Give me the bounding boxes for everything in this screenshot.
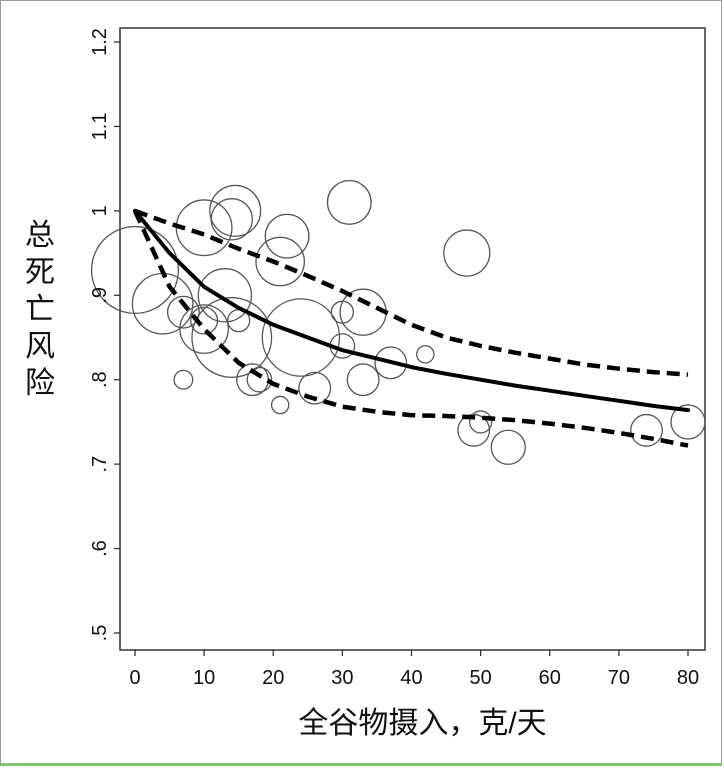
study-bubble (255, 236, 306, 287)
y-tick-label: .7 (89, 456, 111, 473)
x-tick-label: 60 (539, 667, 561, 689)
study-bubble (166, 295, 200, 329)
x-axis-title: 全谷物摄入，克/天 (298, 707, 546, 740)
study-bubble (457, 413, 491, 447)
x-tick-label: 40 (400, 667, 422, 689)
study-bubble (209, 184, 262, 237)
trend-curves (132, 208, 690, 448)
x-tick-label: 30 (331, 667, 353, 689)
y-axis: .5 .6 .7 .8 .9 1 1.1 1.2 (89, 28, 120, 641)
study-bubbles (90, 179, 706, 465)
study-bubble (490, 429, 526, 465)
y-tick-label: 1.2 (89, 28, 111, 56)
x-tick-label: 80 (677, 667, 699, 689)
study-bubble (261, 298, 341, 377)
y-tick-label: .9 (89, 287, 111, 304)
study-bubble (179, 304, 229, 354)
x-tick-label: 0 (129, 667, 140, 689)
x-tick-label: 10 (193, 667, 215, 689)
study-bubble (264, 213, 310, 259)
y-axis-title-char: 险 (25, 367, 55, 400)
study-bubble (416, 345, 435, 364)
x-tick-label: 20 (262, 667, 284, 689)
study-bubble (197, 268, 253, 323)
y-axis-title-char: 死 (25, 256, 55, 289)
y-axis-title-char: 风 (25, 330, 55, 363)
study-bubble (330, 300, 355, 324)
study-bubble (443, 229, 491, 277)
y-tick-label: 1 (89, 205, 111, 216)
study-bubble (173, 369, 194, 390)
study-bubble (90, 225, 180, 315)
lower-ci-line (132, 209, 689, 448)
y-tick-label: .6 (89, 540, 111, 557)
study-bubble (298, 371, 332, 405)
study-bubble (326, 179, 372, 225)
study-bubble (630, 413, 663, 447)
study-bubble (346, 363, 380, 397)
y-axis-title-char: 亡 (25, 293, 55, 326)
y-tick-label: .8 (89, 371, 111, 388)
upper-ci-line (134, 208, 689, 377)
study-bubble (246, 366, 273, 393)
y-axis-title-char: 总 (25, 219, 55, 252)
study-bubble (339, 288, 387, 336)
study-bubble (670, 404, 706, 440)
x-tick-label: 70 (608, 667, 630, 689)
y-tick-label: .5 (89, 625, 111, 642)
study-bubble (374, 346, 408, 380)
x-axis: 0 10 20 30 40 50 60 70 80 (129, 650, 699, 689)
study-bubble (191, 297, 273, 378)
x-tick-label: 50 (470, 667, 492, 689)
plot-area-border (119, 27, 706, 651)
study-bubble (270, 395, 290, 415)
y-tick-label: 1.1 (89, 113, 111, 141)
estimate-line (133, 208, 690, 413)
study-bubble (468, 410, 493, 434)
